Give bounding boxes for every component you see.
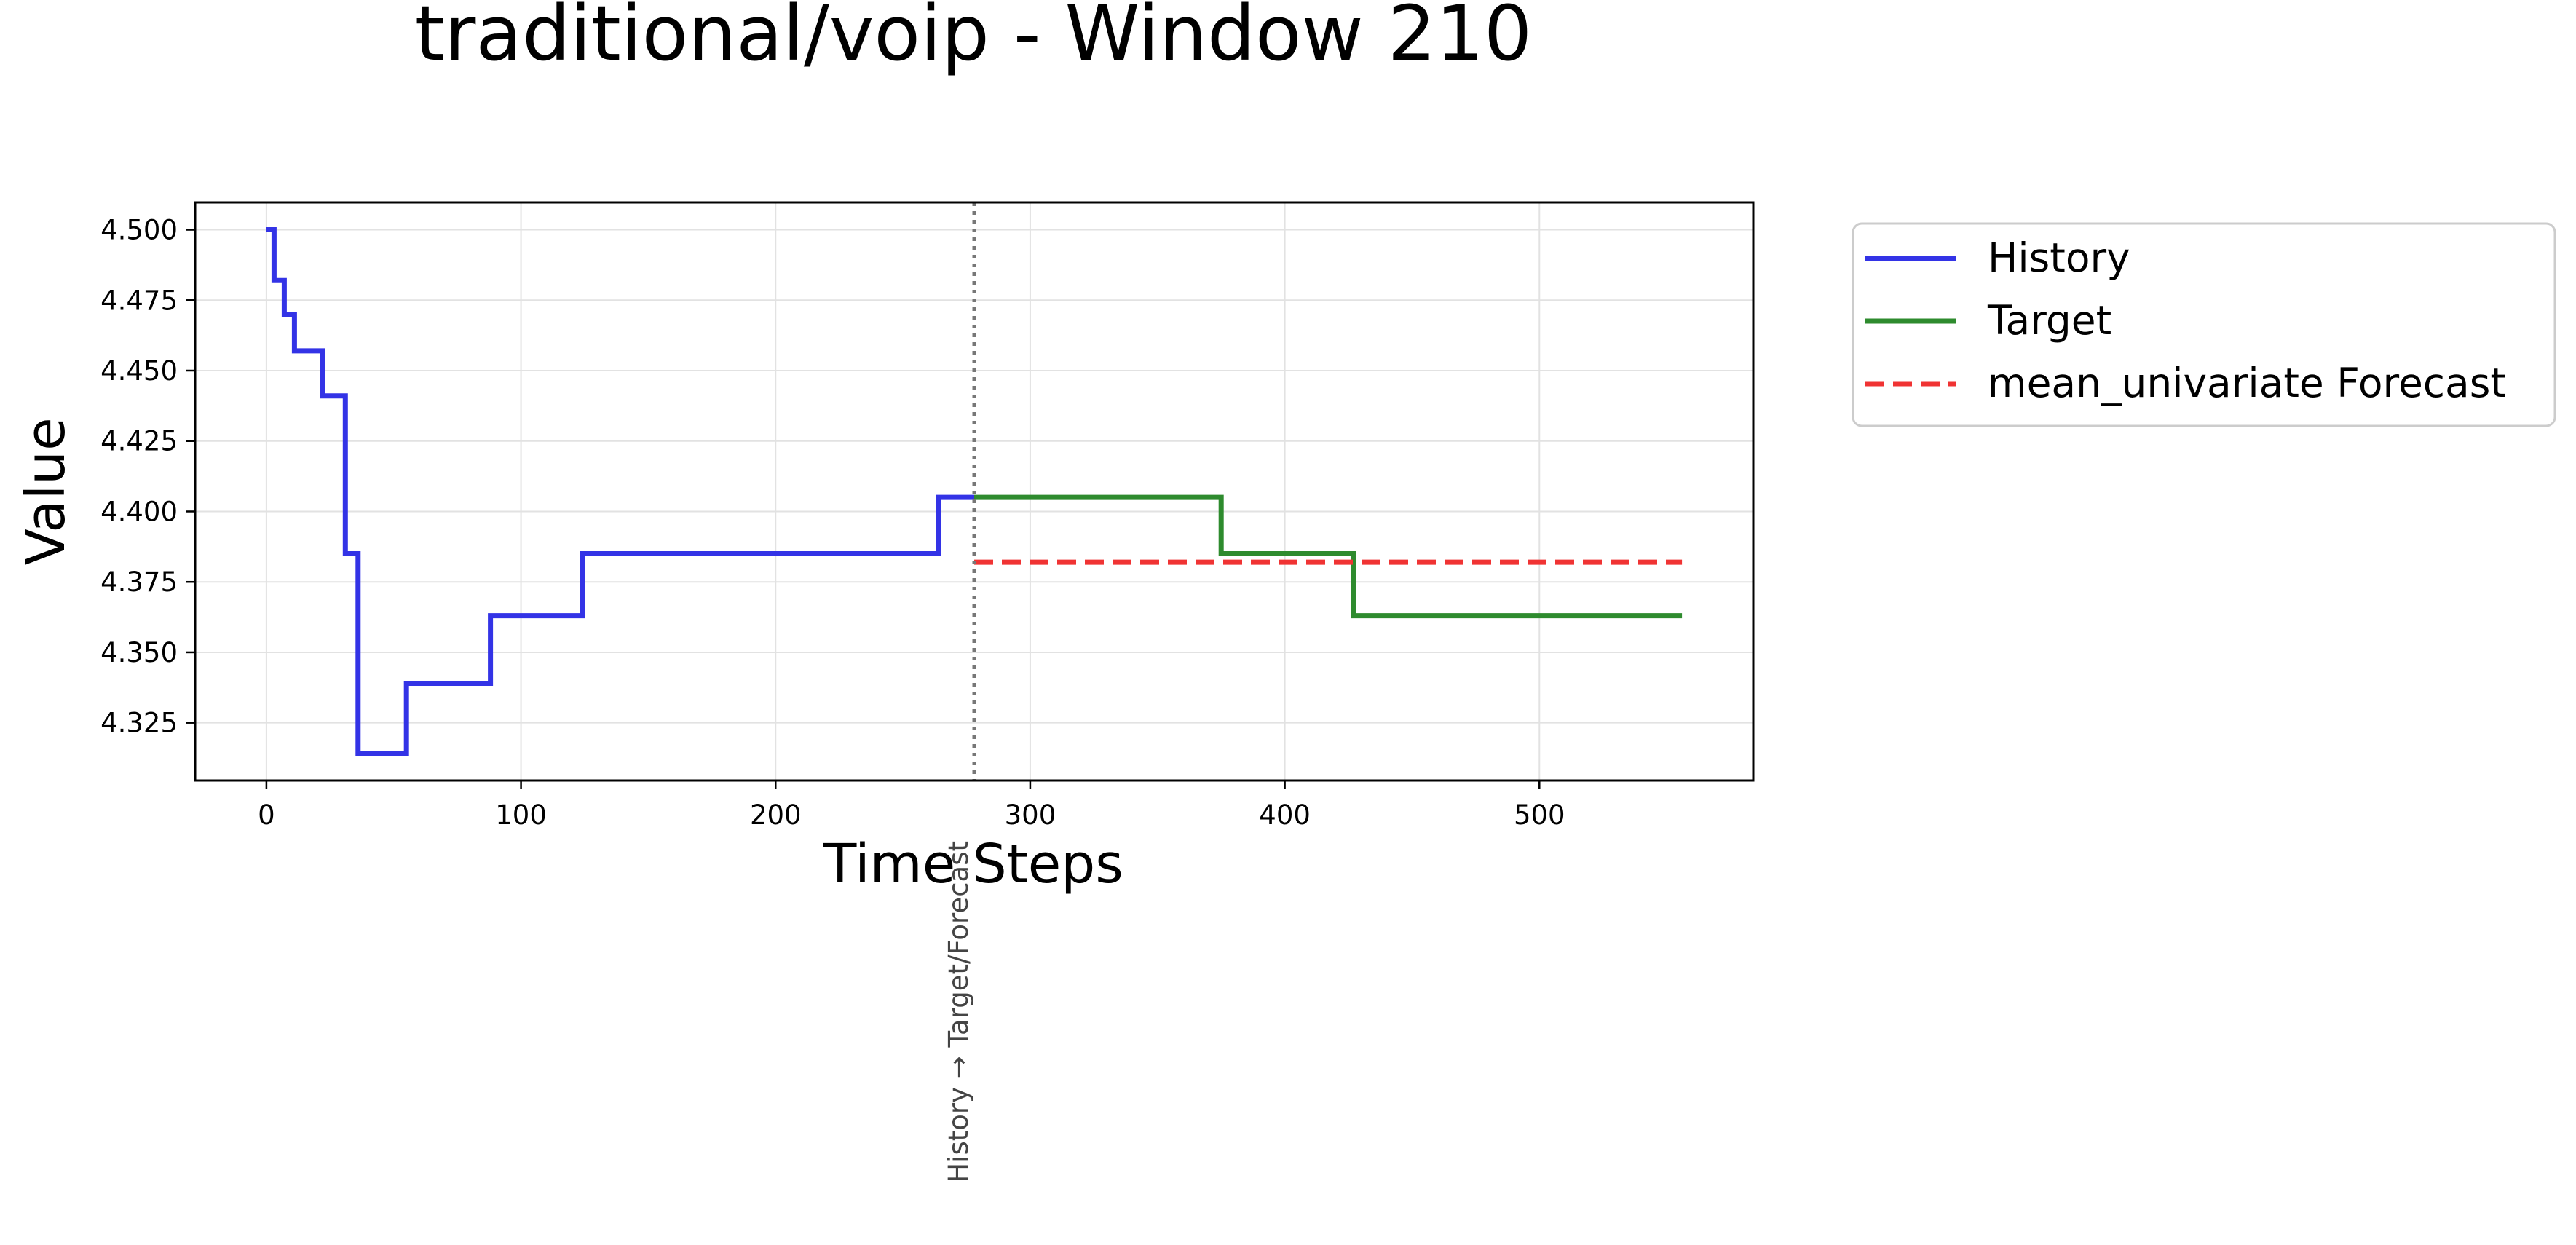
series-group bbox=[266, 227, 1683, 756]
legend-frame bbox=[1852, 222, 2556, 427]
divider-group: History → Target/Forecast bbox=[943, 202, 976, 1183]
axes-frame bbox=[194, 201, 1755, 782]
x-axis-label: Time Steps bbox=[823, 833, 1123, 896]
legend-label: History bbox=[1988, 234, 2130, 281]
x-tick-label: 100 bbox=[495, 799, 547, 831]
y-tick-label: 4.475 bbox=[100, 285, 178, 316]
divider-label: History → Target/Forecast bbox=[943, 841, 974, 1183]
y-tick-label: 4.500 bbox=[100, 215, 178, 246]
y-tick-label: 4.325 bbox=[100, 708, 178, 739]
y-tick-label: 4.400 bbox=[100, 496, 178, 527]
series-line-history bbox=[266, 227, 974, 756]
chart-title: traditional/voip - Window 210 bbox=[415, 0, 1532, 78]
legend: History Target mean_univariate Forecast bbox=[1852, 222, 2556, 427]
ticks-group: 0 100 200 300 400 500 4.325 4.350 4.375 4.400 4.42… bbox=[100, 215, 1565, 831]
x-tick-label: 300 bbox=[1005, 799, 1056, 831]
y-axis-label: Value bbox=[15, 417, 77, 565]
y-tick-label: 4.375 bbox=[100, 566, 178, 598]
x-tick-label: 500 bbox=[1514, 799, 1565, 831]
x-tick-label: 0 bbox=[258, 799, 275, 831]
y-tick-label: 4.425 bbox=[100, 426, 178, 457]
y-tick-label: 4.450 bbox=[100, 355, 178, 387]
legend-label: mean_univariate Forecast bbox=[1988, 360, 2506, 406]
x-tick-label: 400 bbox=[1259, 799, 1311, 831]
series-line-target bbox=[974, 494, 1683, 619]
legend-label: Target bbox=[1987, 297, 2111, 344]
plot-area: History → Target/Forecast 0 100 200 300 400 5… bbox=[100, 201, 1755, 1183]
x-tick-label: 200 bbox=[750, 799, 802, 831]
y-tick-label: 4.350 bbox=[100, 637, 178, 668]
